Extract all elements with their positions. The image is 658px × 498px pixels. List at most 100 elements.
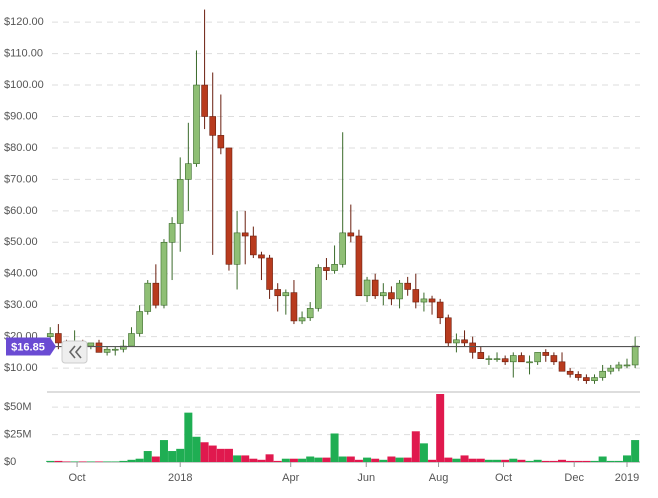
candle-body [566,370,574,375]
volume-bar [86,461,95,462]
volume-bar [452,458,461,462]
volume-bar [208,445,217,462]
y-tick-label: $50M [4,401,32,413]
volume-bar [436,394,445,462]
volume-bar [354,459,363,462]
volume-bar [184,412,193,462]
candle-body [558,361,566,372]
y-tick-label: $80.00 [4,142,38,154]
candle-body [501,358,509,363]
marks [46,9,640,462]
x-tick-label: 2018 [168,472,192,484]
volume-bar [403,457,412,462]
candle-body [128,333,135,347]
volume-bar [46,460,55,462]
volume-bar [54,460,63,462]
volume-bar [574,460,583,462]
candle-body [266,257,273,290]
volume-bar [192,436,201,462]
candle-body [371,279,379,297]
candle-body [574,374,582,378]
volume-bar [428,459,437,462]
volume-bar [346,456,355,462]
candle-body [225,147,233,265]
volume-bar [338,456,347,462]
x-tick-label: Jun [357,472,375,484]
volume-bar [168,451,177,462]
y-tick-label: $100.00 [4,79,44,91]
candle-body [347,232,355,237]
candle-body [509,355,517,363]
candle-body [111,348,119,351]
y-tick-label: $60.00 [4,205,38,217]
volume-bar [411,431,420,462]
volume-bar [241,455,250,462]
candle-body [363,279,371,297]
volume-bar [176,448,185,462]
y-tick-label: $25M [4,428,32,440]
volume-bar [606,460,615,462]
y-tick-label: $10.00 [4,362,38,374]
candle-body [355,235,363,297]
volume-bar [233,455,242,462]
candle-body [420,298,428,303]
candle-body [542,352,550,356]
volume-bar [476,458,485,462]
volume-bar [159,440,168,462]
candle-body [477,352,485,359]
candle-body [306,308,314,319]
x-tick-label: Aug [429,472,449,484]
volume-bar [419,443,428,462]
x-tick-label: Dec [564,472,584,484]
candle-body [583,377,590,381]
candle-body [631,345,639,366]
volume-bar [549,460,558,462]
candle-body [217,135,225,149]
candle-body [233,232,241,265]
candle-body [412,289,420,303]
volume-bar [493,459,502,462]
volume-bar [62,461,71,462]
volume-bar [257,459,266,462]
volume-bar [200,442,209,462]
volume-bar [484,459,493,462]
volume-bar [395,457,404,462]
candle-body [607,367,615,372]
candle-body [493,358,501,360]
volume-bar [103,461,112,462]
volume-bar [509,458,518,462]
volume-bar [501,459,510,462]
candle-body [46,333,54,337]
candle-body [339,232,346,265]
volume-bar [306,456,315,462]
scroll-icon [68,345,82,359]
scroll-button[interactable] [61,340,88,364]
volume-bar [444,457,453,462]
candle-body [453,339,460,344]
candle-body [461,339,468,344]
volume-bar [460,455,469,462]
volume-bar [468,458,477,462]
candle-body [144,282,152,312]
volume-bar [623,455,632,462]
candle-body [404,282,411,290]
volume-bar [525,460,534,462]
candle-body [315,267,322,309]
volume-bar [558,459,567,462]
volume-bar [533,459,542,462]
y-tick-label: $40.00 [4,268,38,280]
candle-body [258,254,265,259]
candle-body [290,292,298,322]
candle-body [136,311,143,334]
candle-body [176,179,184,224]
candle-body [444,317,452,344]
current-price-label: $16.85 [11,341,45,353]
volume-bar [127,459,136,462]
volume-bar [330,433,339,462]
volume-bar [70,461,79,462]
volume-bar [582,460,591,462]
candle-body [160,241,168,306]
y-tick-label: $30.00 [4,299,38,311]
x-tick-label: 2019 [615,472,639,484]
volume-bar [322,457,331,462]
